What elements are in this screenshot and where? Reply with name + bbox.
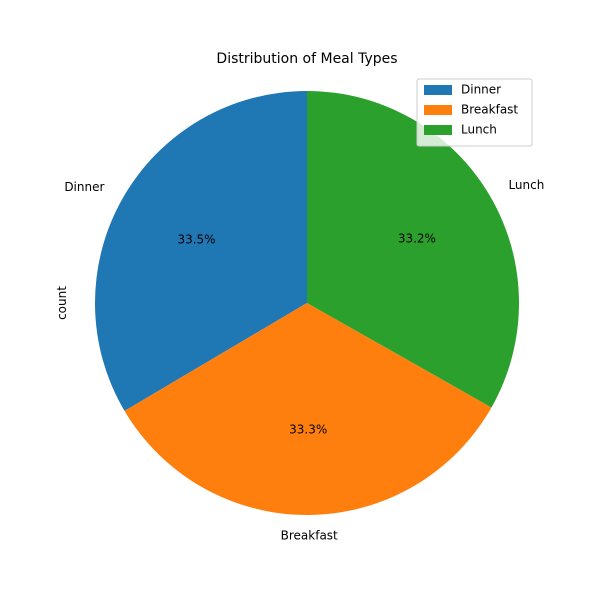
pie-slices [95,91,519,515]
slice-label-dinner: Dinner [64,180,104,194]
legend: Dinner Breakfast Lunch [416,78,533,147]
pie-percentage-labels: 33.5% 33.3% 33.2% [177,231,436,436]
legend-swatch-lunch [424,125,452,135]
pie-slice-lunch [307,91,519,408]
chart-title: Distribution of Meal Types [216,51,397,67]
pct-label-lunch: 33.2% [398,231,436,245]
legend-swatch-dinner [424,85,452,95]
slice-label-lunch: Lunch [508,178,544,192]
pie-slice-dinner [95,91,308,411]
legend-items: Dinner Breakfast Lunch [424,83,518,137]
y-axis-label: count [55,286,69,320]
legend-label-dinner: Dinner [461,83,501,97]
pie-slice-labels: Dinner Breakfast Lunch [64,178,544,543]
legend-label-lunch: Lunch [461,123,497,137]
pct-label-breakfast: 33.3% [289,423,327,437]
legend-label-breakfast: Breakfast [461,103,518,117]
pie-slice-breakfast [124,303,492,515]
legend-swatch-breakfast [424,105,452,115]
pct-label-dinner: 33.5% [177,232,215,246]
slice-label-breakfast: Breakfast [281,529,338,543]
